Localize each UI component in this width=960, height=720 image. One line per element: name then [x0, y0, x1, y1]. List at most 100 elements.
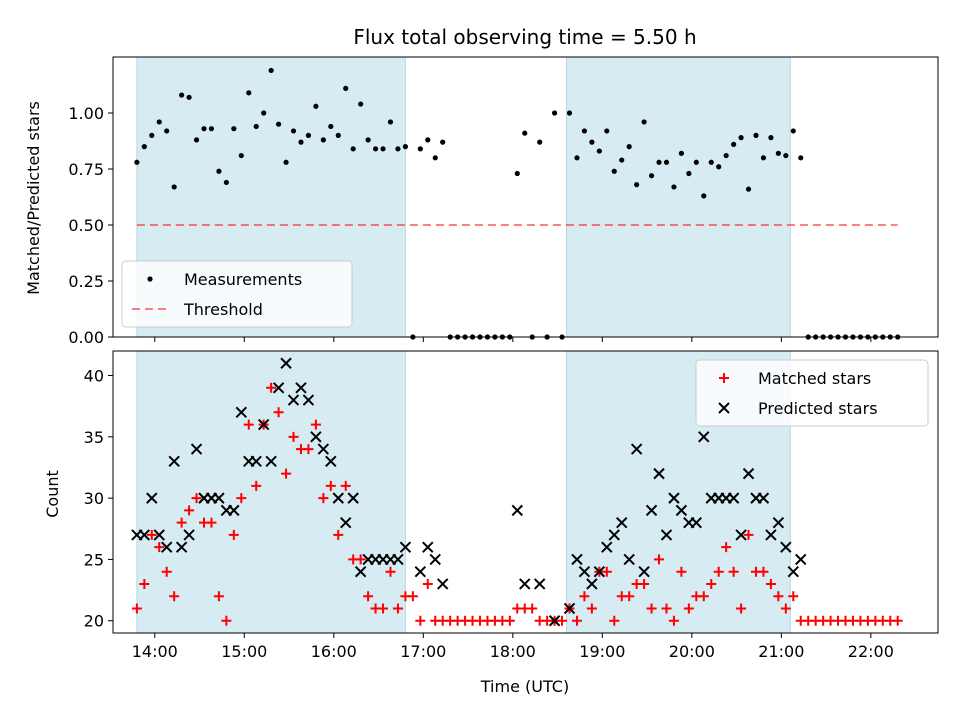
- predicted-star-point: [578, 565, 591, 578]
- y-tick-label: 40: [84, 367, 104, 386]
- predicted-star-point: [533, 578, 546, 590]
- x-tick-label: 22:00: [848, 642, 894, 661]
- matched-star-point: [654, 554, 665, 565]
- measurement-point: [596, 148, 602, 154]
- matched-star-point: [773, 591, 784, 602]
- measurement-point: [350, 146, 356, 152]
- predicted-star-point: [765, 529, 777, 541]
- predicted-star-point: [235, 406, 248, 419]
- matched-star-point: [765, 578, 776, 589]
- measurement-point: [268, 67, 274, 74]
- matched-star-point: [586, 603, 597, 614]
- x-tick-label: 18:00: [490, 642, 536, 661]
- legend: Measurements Threshold: [121, 260, 353, 328]
- predicted-star-point: [354, 565, 367, 578]
- matched-star-point: [176, 517, 187, 528]
- legend-label: Measurements: [184, 270, 302, 289]
- measurement-point: [425, 137, 431, 143]
- matched-star-point: [213, 591, 224, 602]
- measurement-point: [701, 193, 707, 199]
- measurement-point: [716, 164, 722, 170]
- predicted-star-point: [519, 578, 531, 590]
- measurement-point: [141, 144, 147, 150]
- matched-star-point: [221, 615, 232, 626]
- matched-star-point: [624, 591, 635, 602]
- matched-star-point: [646, 603, 657, 614]
- predicted-star-point: [168, 455, 180, 468]
- predicted-star-point: [228, 504, 240, 517]
- measurement-point: [551, 110, 558, 116]
- measurement-point: [656, 159, 662, 165]
- y-tick-label: 20: [84, 612, 104, 631]
- measurement-point: [611, 168, 617, 174]
- predicted-star-point: [160, 541, 173, 553]
- measurement-point: [775, 150, 781, 156]
- matched-star-point: [609, 615, 620, 626]
- y-tick-label: 35: [84, 428, 104, 447]
- predicted-star-point: [563, 602, 576, 615]
- measurement-point: [648, 173, 655, 179]
- matched-star-point: [698, 591, 709, 602]
- measurement-point: [365, 137, 371, 143]
- predicted-star-point: [190, 443, 203, 455]
- measurement-point: [708, 159, 714, 165]
- predicted-star-point: [422, 541, 434, 553]
- measurement-point: [790, 128, 796, 134]
- measurement-point: [164, 128, 170, 134]
- measurement-point: [537, 139, 543, 145]
- predicted-star-point: [287, 394, 300, 406]
- matched-star-point: [333, 529, 344, 540]
- measurement-point: [402, 144, 409, 150]
- matched-star-point: [571, 615, 582, 626]
- matched-star-point: [639, 578, 650, 589]
- matched-star-point: [527, 603, 538, 614]
- matched-star-point: [706, 578, 717, 589]
- matched-star-point: [288, 431, 299, 442]
- measurement-point: [417, 146, 423, 152]
- legend-label: Matched stars: [758, 369, 871, 388]
- matched-star-point: [892, 615, 903, 626]
- legend-marker-matched: [719, 373, 729, 383]
- predicted-star-point: [623, 553, 635, 566]
- legend-frame: [121, 260, 353, 328]
- axes-frame: [112, 56, 939, 338]
- measurement-point: [134, 159, 140, 165]
- predicted-star-point: [272, 382, 285, 394]
- x-tick-label: 19:00: [579, 642, 625, 661]
- predicted-star-point: [780, 541, 792, 553]
- measurement-point: [581, 128, 588, 134]
- count-panel: 20 25 30 35 40 14:00 15:00 16:00 17:00 18:00 19:00…: [84, 350, 939, 661]
- measurement-point: [432, 155, 438, 161]
- matched-star-point: [340, 480, 351, 491]
- predicted-star-point: [630, 443, 643, 455]
- matched-star-point: [325, 480, 336, 491]
- predicted-star-point: [601, 541, 613, 553]
- measurement-point: [395, 146, 401, 152]
- x-tick-label: 16:00: [311, 642, 357, 661]
- matched-star-point: [713, 566, 724, 577]
- measurement-point: [731, 141, 737, 147]
- matched-star-point: [363, 591, 374, 602]
- matched-star-point: [378, 603, 389, 614]
- matched-star-point: [161, 566, 172, 577]
- chart-title: Flux total observing time = 5.50 h: [353, 25, 696, 49]
- predicted-star-point: [795, 553, 807, 566]
- measurement-point: [372, 146, 379, 152]
- measurement-point: [313, 103, 319, 109]
- measurement-point: [440, 139, 446, 145]
- measurement-point: [253, 123, 259, 130]
- x-tick-label: 15:00: [221, 642, 267, 661]
- legend-marker-predicted: [718, 402, 730, 414]
- measurement-point: [380, 146, 386, 152]
- predicted-star-point: [772, 516, 785, 529]
- matched-star-point: [355, 554, 366, 565]
- measurement-point: [522, 130, 528, 136]
- predicted-star-point: [645, 504, 658, 517]
- predicted-star-point: [250, 455, 262, 468]
- measurement-point: [574, 155, 580, 161]
- matched-star-point: [743, 529, 754, 540]
- observing-window-band: [136, 350, 406, 634]
- predicted-star-point: [616, 516, 628, 529]
- measurement-point: [320, 137, 326, 143]
- measurement-point: [626, 144, 632, 150]
